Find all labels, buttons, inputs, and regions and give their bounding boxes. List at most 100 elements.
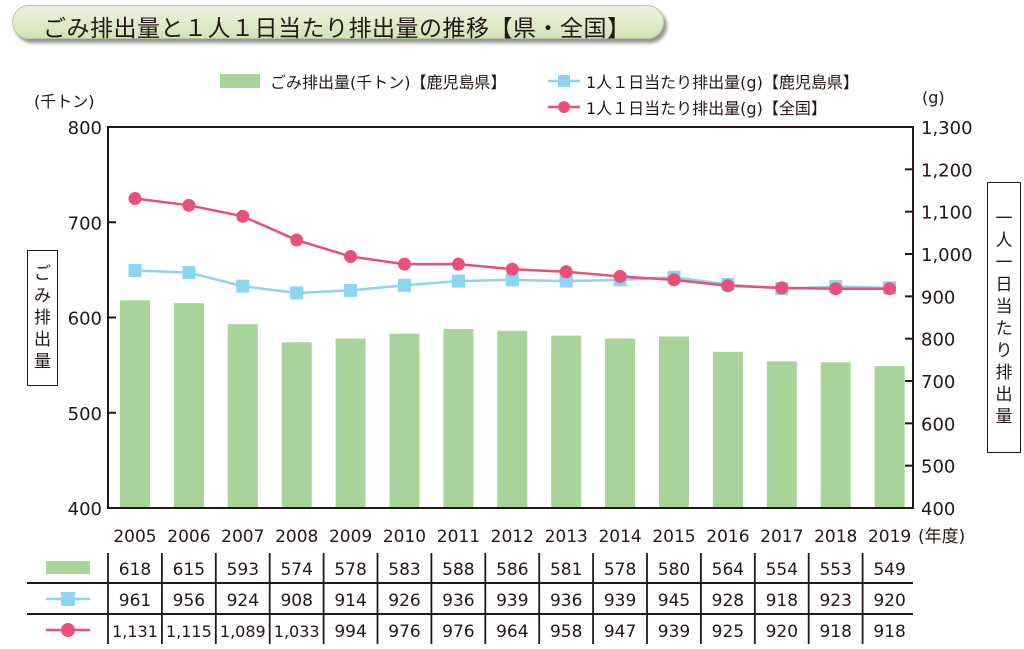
right-tick-label: 600 <box>921 414 955 435</box>
table-cell: 564 <box>712 560 744 580</box>
table-cell: 553 <box>819 560 851 580</box>
right-tick-label: 700 <box>921 372 955 393</box>
table-key-square-icon <box>61 592 75 606</box>
legend-label-bar: ごみ排出量(千トン)【鹿児島県】 <box>270 73 507 92</box>
table-cell: 923 <box>819 591 851 611</box>
table-cell: 618 <box>119 560 151 580</box>
chart-title-banner: ごみ排出量と１人１日当たり排出量の推移【県・全国】 <box>12 5 664 42</box>
table-cell: 961 <box>119 591 151 611</box>
bar-2009 <box>335 338 366 508</box>
axis-title-char: 日 <box>995 274 1013 295</box>
left-tick-label: 800 <box>68 118 102 139</box>
bar-2006 <box>173 303 204 508</box>
national-per-capita-marker-2006 <box>182 198 196 212</box>
national-per-capita-marker-2018 <box>829 282 843 296</box>
bar-2017 <box>766 361 797 508</box>
kagoshima-per-capita-marker-2011 <box>451 274 465 288</box>
x-tick-label: 2016 <box>706 527 749 547</box>
right-tick-label: 1,300 <box>921 118 973 139</box>
national-per-capita-marker-2007 <box>236 209 250 223</box>
table-cell: 918 <box>873 622 905 642</box>
right-axis-unit: (g) <box>922 88 945 107</box>
bar-2016 <box>712 351 743 508</box>
table-key-bar-icon <box>46 561 90 574</box>
bar-2015 <box>659 336 689 508</box>
kagoshima-per-capita-marker-2013 <box>559 274 573 288</box>
table-cell: 939 <box>604 591 636 611</box>
x-tick-label: 2015 <box>652 527 695 547</box>
table-cell: 578 <box>604 560 636 580</box>
x-tick-label: 2007 <box>221 527 264 547</box>
legend-swatch-bar <box>220 74 260 88</box>
legend-marker-circle-icon <box>558 101 570 113</box>
axis-title-char: 量 <box>995 406 1013 427</box>
axis-title-char: 一 <box>995 252 1013 273</box>
bar-2019 <box>874 366 905 508</box>
national-per-capita-marker-2011 <box>451 257 465 271</box>
table-cell: 578 <box>334 560 366 580</box>
table-cell: 958 <box>550 622 582 642</box>
table-cell: 924 <box>227 591 259 611</box>
table-cell: 964 <box>496 622 528 642</box>
x-tick-label: 2012 <box>491 527 534 547</box>
bar-2013 <box>551 335 582 508</box>
bar-2011 <box>443 328 474 508</box>
table-cell: 586 <box>496 560 528 580</box>
right-axis-title: 一人一日当たり排出量 <box>987 182 1021 453</box>
right-tick-label: 400 <box>921 499 955 520</box>
x-tick-label: 2006 <box>167 527 210 547</box>
national-per-capita-marker-2012 <box>505 262 519 276</box>
kagoshima-per-capita-marker-2005 <box>128 264 142 278</box>
right-tick-label: 1,000 <box>921 245 973 266</box>
table-cell: 554 <box>766 560 798 580</box>
axis-title-char: 一 <box>995 208 1013 229</box>
table-cell: 588 <box>442 560 474 580</box>
table-cell: 939 <box>658 622 690 642</box>
table-cell: 936 <box>442 591 474 611</box>
left-tick-label: 500 <box>68 404 102 425</box>
bar-2018 <box>820 362 851 508</box>
bar-2010 <box>389 333 420 508</box>
national-per-capita-marker-2010 <box>398 257 411 271</box>
left-axis-unit: (千トン) <box>34 92 95 111</box>
kagoshima-per-capita-marker-2008 <box>290 286 304 300</box>
axis-title-char: 人 <box>995 230 1013 251</box>
table-cell: 918 <box>819 622 851 642</box>
kagoshima-per-capita-marker-2009 <box>344 283 358 297</box>
national-per-capita-marker-2017 <box>775 281 789 295</box>
x-tick-label: 2018 <box>814 527 857 547</box>
x-tick-label: 2008 <box>275 527 318 547</box>
national-per-capita-marker-2008 <box>290 233 304 247</box>
table-cell: 936 <box>550 591 582 611</box>
table-cell: 920 <box>766 622 798 642</box>
table-cell: 956 <box>173 591 205 611</box>
legend-label-kagoshima: 1人１日当たり排出量(g)【鹿児島県】 <box>586 73 859 92</box>
table-cell: 947 <box>604 622 636 642</box>
national-per-capita-marker-2019 <box>883 282 897 296</box>
national-per-capita-marker-2015 <box>667 273 681 287</box>
x-tick-label: 2017 <box>760 527 803 547</box>
right-tick-label: 500 <box>921 457 955 478</box>
bar-2014 <box>605 338 636 508</box>
table-cell: 1,115 <box>166 622 212 641</box>
legend-marker-square-icon <box>558 75 570 87</box>
kagoshima-per-capita-marker-2012 <box>505 273 519 287</box>
axis-title-char: ご <box>34 264 51 284</box>
table-cell: 920 <box>873 591 905 611</box>
right-tick-label: 800 <box>921 330 955 351</box>
table-cell: 593 <box>227 560 259 580</box>
table-cell: 1,033 <box>274 622 320 641</box>
table-cell: 574 <box>280 560 312 580</box>
table-cell: 908 <box>280 591 312 611</box>
kagoshima-per-capita-marker-2006 <box>182 266 196 280</box>
kagoshima-per-capita-marker-2007 <box>236 279 250 293</box>
national-per-capita-marker-2013 <box>559 265 573 279</box>
table-cell: 945 <box>658 591 690 611</box>
axis-title-char: 排 <box>995 362 1013 383</box>
axis-title-char: 当 <box>995 296 1013 317</box>
national-per-capita-marker-2009 <box>344 250 358 264</box>
axis-title-char: 排 <box>34 308 51 328</box>
table-cell: 976 <box>442 622 474 642</box>
table-cell: 1,131 <box>112 622 158 641</box>
x-tick-label: 2010 <box>383 527 426 547</box>
